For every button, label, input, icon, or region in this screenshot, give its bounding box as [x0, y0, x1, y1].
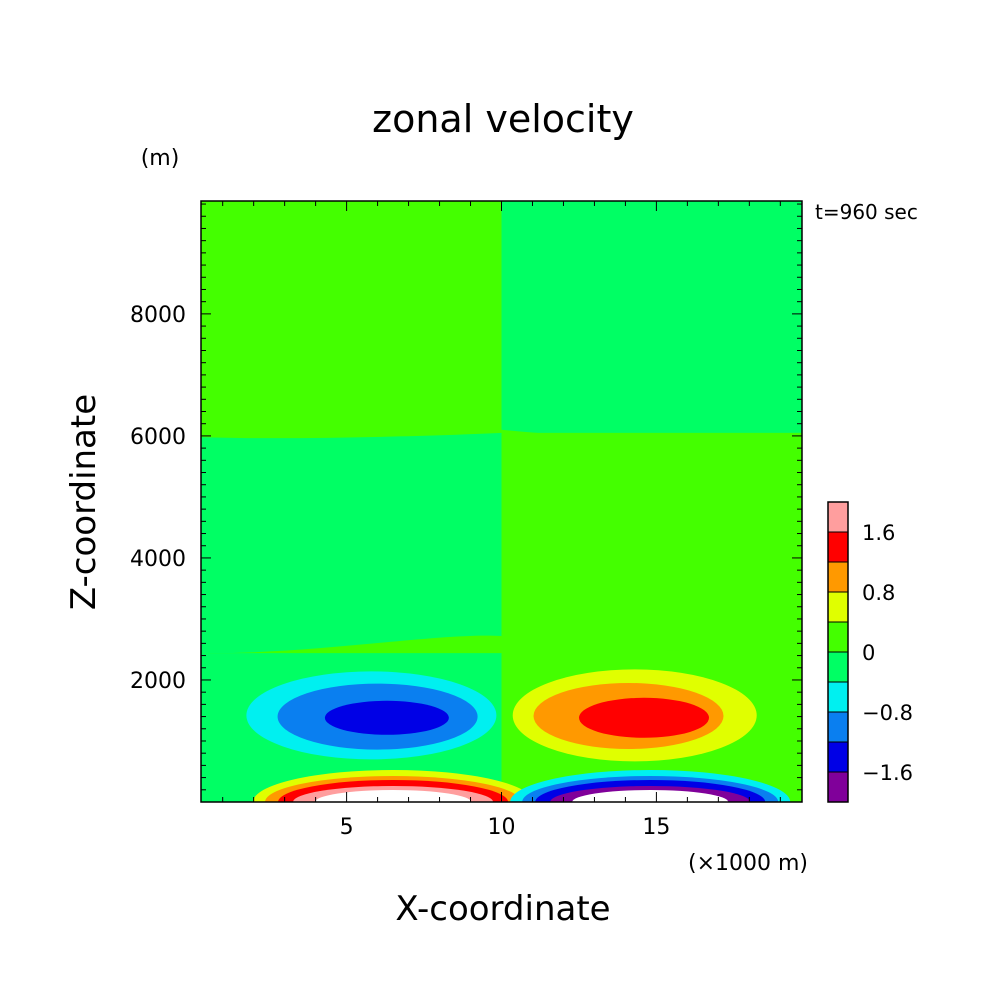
y-axis-label: Z-coordinate: [64, 394, 104, 610]
colorbar-swatch: [828, 622, 848, 652]
pos-cell-level-3: [579, 697, 710, 738]
axes-layer: [200, 200, 803, 803]
region-middle-right: [501, 429, 802, 653]
colorbar-tick-label: 0: [862, 641, 875, 665]
x-unit-label: (×1000 m): [688, 851, 808, 876]
y-tick-labels: 2000 4000 6000 8000: [130, 303, 186, 694]
colorbar-swatch: [828, 712, 848, 742]
neg-cell-level-3: [324, 700, 449, 735]
region-upper-right: [501, 201, 802, 433]
colorbar-swatch: [828, 562, 848, 592]
x-axis-label: X-coordinate: [395, 889, 610, 929]
y-tick-label: 4000: [130, 547, 186, 572]
y-tick-label: 8000: [130, 303, 186, 328]
colorbar-swatch: [828, 502, 848, 532]
colorbar-tick-label: −0.8: [862, 701, 913, 725]
colorbar-tick-label: −1.6: [862, 761, 913, 785]
colorbar-swatch: [828, 682, 848, 712]
colorbar-swatch: [828, 532, 848, 562]
colorbar-tick-label: 1.6: [862, 521, 895, 545]
x-tick-label: 10: [488, 815, 516, 840]
region-middle-left: [201, 432, 502, 654]
surface-neg-level-5: [572, 790, 729, 802]
x-tick-labels: 5 10 15: [340, 815, 671, 840]
time-label: t=960 sec: [815, 200, 918, 224]
x-tick-label: 5: [340, 815, 354, 840]
chart-title: zonal velocity: [372, 97, 634, 141]
colorbar-swatch: [828, 652, 848, 682]
y-tick-label: 6000: [130, 425, 186, 450]
colorbar-swatch: [828, 742, 848, 772]
contour-fields: [201, 201, 802, 802]
contour-fill-layer: [201, 201, 802, 802]
y-tick-label: 2000: [130, 669, 186, 694]
x-tick-label: 15: [642, 815, 670, 840]
colorbar-swatch: [828, 772, 848, 802]
colorbar-tick-label: 0.8: [862, 581, 895, 605]
colorbar: 1.6 0.8 0 −0.8 −1.6: [827, 501, 913, 803]
surface-pos-level-5: [315, 790, 472, 802]
y-unit-label: (m): [141, 146, 180, 171]
colorbar-swatch: [828, 592, 848, 622]
